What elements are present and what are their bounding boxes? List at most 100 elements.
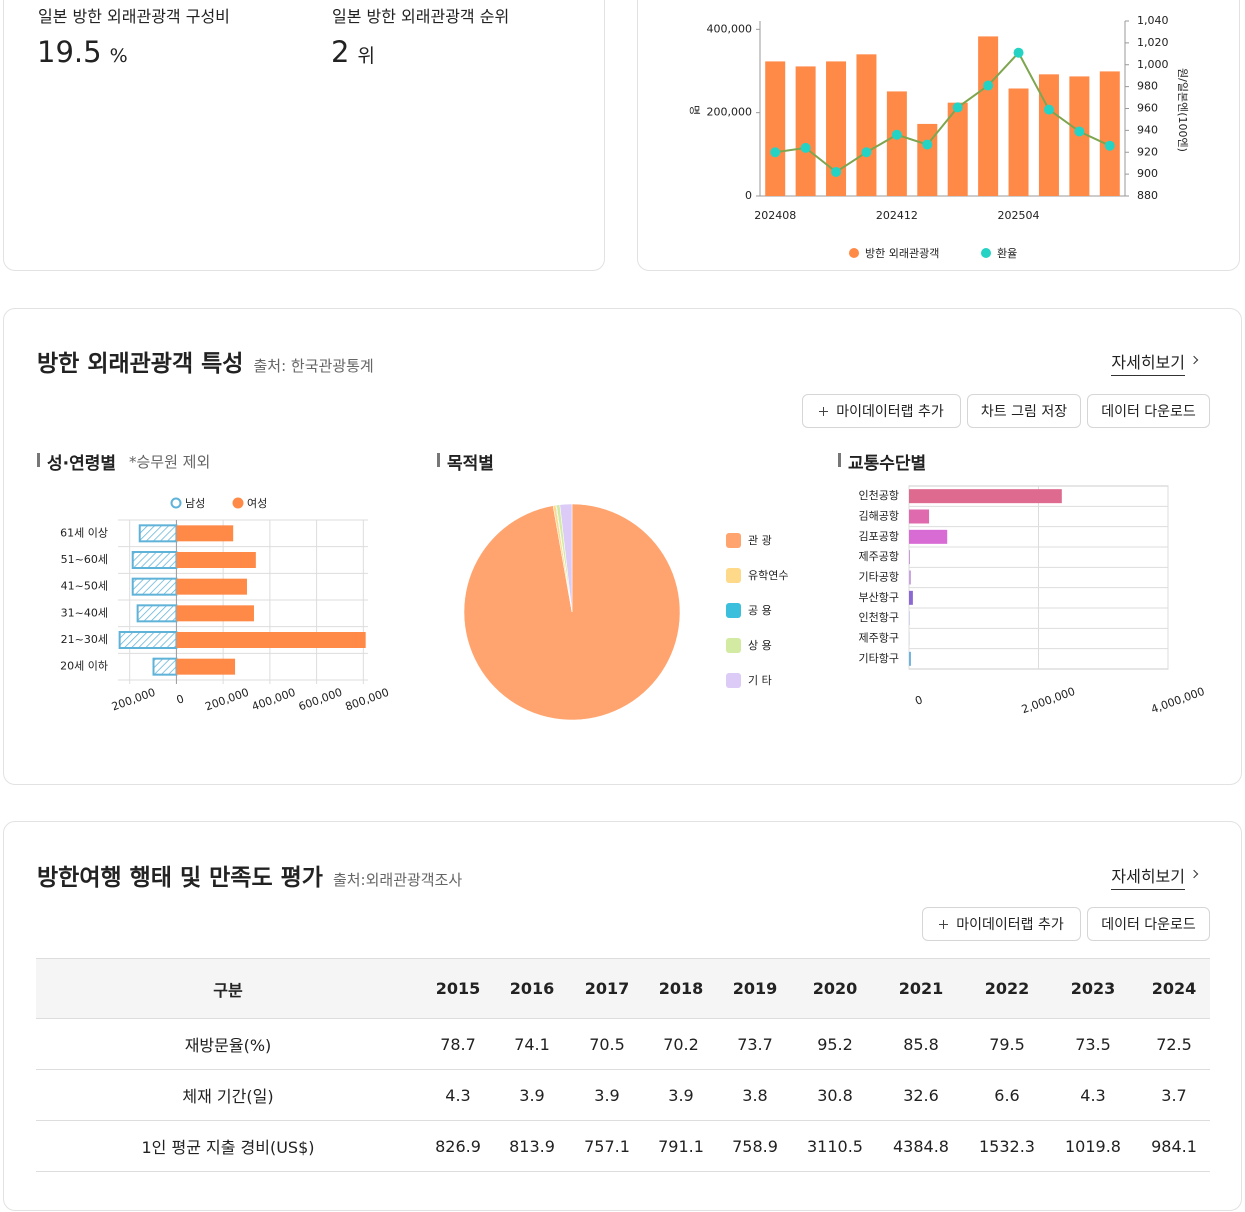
- table-cell: 32.6: [876, 1069, 966, 1121]
- table-cell: 3.9: [646, 1069, 716, 1121]
- line-marker: [952, 102, 963, 113]
- y-tick-label: 김포공항: [859, 530, 899, 543]
- table-cell: 73.7: [716, 1018, 794, 1070]
- y2-tick-label: 880: [1137, 189, 1158, 202]
- header-cell: 2016: [496, 958, 568, 1019]
- bar: [947, 102, 968, 196]
- header-cell: 2023: [1048, 958, 1138, 1019]
- x-tick-label: 202504: [998, 209, 1040, 222]
- x-tick-label: 600,000: [297, 686, 344, 714]
- chevron-icon: [1189, 355, 1199, 365]
- bar: [826, 61, 847, 196]
- chart-card: [637, 0, 1240, 271]
- y-tick-label: 200,000: [707, 106, 753, 119]
- legend-marker: [981, 248, 991, 258]
- table-cell: 4.3: [1048, 1069, 1138, 1121]
- x-tick-label: 0: [913, 693, 924, 708]
- y2-tick-label: 960: [1137, 102, 1158, 115]
- age-gender-chart: 200,000 0 200,000 400,000 600,000 800,00061세 …: [60, 497, 391, 714]
- stat-label: 일본 방한 외래관광객 구성비: [38, 7, 230, 26]
- bar: [909, 529, 948, 544]
- x-tick-label: 800,000: [344, 686, 391, 714]
- y-tick-label: 0: [745, 189, 752, 202]
- x-tick-label: 400,000: [250, 686, 297, 714]
- legend-label: 상 용: [748, 639, 772, 652]
- y-tick-label: 기타공항: [859, 571, 899, 584]
- bar: [909, 550, 910, 565]
- chart-title: 목적별: [437, 449, 494, 474]
- stat-value: 19.5: [37, 35, 102, 69]
- line-marker: [1104, 140, 1115, 151]
- header-cell: 구분: [36, 958, 420, 1019]
- table-cell: 984.1: [1138, 1120, 1210, 1172]
- bar: [978, 36, 999, 196]
- line-marker: [891, 129, 902, 140]
- x-tick-label: 200,000: [110, 686, 157, 714]
- line-marker: [922, 139, 933, 150]
- button[interactable]: 마이데이터랩 추가: [802, 394, 961, 428]
- bar: [152, 657, 178, 676]
- table-cell: 4.3: [420, 1069, 496, 1121]
- stat-value: 2: [331, 35, 350, 69]
- button[interactable]: 데이터 다운로드: [1087, 907, 1210, 941]
- y2-tick-label: 940: [1137, 123, 1158, 136]
- more-link[interactable]: 자세히보기: [1111, 349, 1185, 376]
- table-cell: 3110.5: [794, 1120, 876, 1172]
- table-cell: 70.2: [646, 1018, 716, 1070]
- table-cell: 3.8: [716, 1069, 794, 1121]
- table-cell: 1019.8: [1048, 1120, 1138, 1172]
- bar: [765, 61, 786, 196]
- bar: [118, 631, 178, 649]
- table-cell: 재방문율(%): [36, 1018, 420, 1070]
- table-cell: 78.7: [420, 1018, 496, 1070]
- table-row: 체재 기간(일) 4.3 3.9 3.9 3.9 3.8 30.8 32.6 6.6 4.3 3.7: [36, 1069, 1210, 1121]
- button[interactable]: 데이터 다운로드: [1087, 394, 1210, 428]
- stat-label: 일본 방한 외래관광객 순위: [332, 7, 510, 26]
- y-tick-label: 인천공항: [859, 488, 899, 502]
- table-cell: 1532.3: [966, 1120, 1048, 1172]
- x-tick-label: 200,000: [203, 686, 250, 714]
- line: [775, 51, 1111, 174]
- header-cell: 2017: [568, 958, 646, 1019]
- header-cell: 2019: [716, 958, 794, 1019]
- survey-table: 구분 2015 2016 2017 2018 2019 2020 2021 2022 2023 20…: [36, 958, 1210, 1172]
- stat: 19.5%: [37, 35, 128, 69]
- button[interactable]: 마이데이터랩 추가: [922, 907, 1081, 941]
- y2-tick-label: 980: [1137, 80, 1158, 93]
- stat-unit: %: [109, 45, 128, 67]
- bar: [795, 66, 816, 197]
- legend-marker: [726, 533, 741, 548]
- table-cell: 1인 평균 지출 경비(US$): [36, 1120, 420, 1172]
- table-cell: 73.5: [1048, 1018, 1138, 1070]
- y-tick-label: 20세 이하: [60, 659, 108, 673]
- line-marker: [831, 166, 842, 177]
- legend-label: 기 타: [748, 674, 772, 687]
- bar: [1038, 74, 1059, 196]
- plus-icon: [819, 406, 829, 416]
- section-source: 출처:외래관광객조사: [332, 871, 463, 889]
- table-cell: 4384.8: [876, 1120, 966, 1172]
- table-cell: 6.6: [966, 1069, 1048, 1121]
- pie-slice: [559, 503, 573, 613]
- bar: [176, 525, 234, 542]
- section-title: 방한여행 행태 및 만족도 평가: [37, 865, 323, 891]
- plus-icon: [939, 919, 949, 929]
- legend-marker: [726, 603, 741, 618]
- more-link[interactable]: 자세히보기: [1111, 863, 1185, 890]
- y-tick-label: 51~60세: [61, 553, 108, 566]
- table-cell: 791.1: [646, 1120, 716, 1172]
- x-tick-label: 2,000,000: [1020, 685, 1077, 716]
- bar: [909, 489, 1062, 504]
- button[interactable]: 차트 그림 저장: [967, 394, 1081, 428]
- table-cell: 757.1: [568, 1120, 646, 1172]
- table-cell: 70.5: [568, 1018, 646, 1070]
- table-cell: 72.5: [1138, 1018, 1210, 1070]
- button-label: 마이데이터랩 추가: [956, 917, 1064, 933]
- table-cell: 3.9: [568, 1069, 646, 1121]
- y-tick-label: 제주항구: [859, 632, 899, 645]
- legend-label: 관 광: [748, 534, 772, 547]
- y-tick-label: 제주공항: [859, 550, 899, 563]
